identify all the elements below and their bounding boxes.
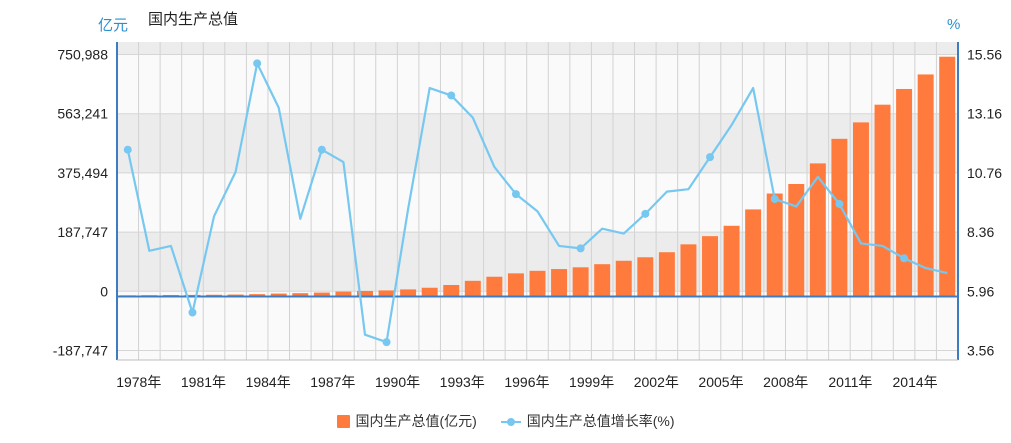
bar-1984 xyxy=(249,294,266,297)
bar-2002 xyxy=(637,257,654,297)
bar-2015 xyxy=(917,74,934,297)
growth-line xyxy=(126,62,948,344)
bar-2007 xyxy=(745,209,762,297)
x-tick-label: 1984年 xyxy=(246,374,291,390)
right-tick-label: 3.56 xyxy=(967,343,994,359)
bar-1993 xyxy=(443,285,460,297)
legend-item-growth[interactable]: 国内生产总值增长率(%) xyxy=(500,411,675,431)
x-tick-label: 1990年 xyxy=(375,374,420,390)
x-tick-label: 2011年 xyxy=(828,374,872,390)
x-tick-label: 1993年 xyxy=(440,374,485,390)
growth-point-2002 xyxy=(641,209,650,218)
x-tick-label: 2005年 xyxy=(698,374,743,390)
x-tick-label: 2002年 xyxy=(634,374,679,390)
bar-1994 xyxy=(464,280,481,297)
bar-1986 xyxy=(292,293,309,297)
growth-point-1978 xyxy=(123,145,132,154)
bar-2004 xyxy=(680,244,697,297)
bar-2016 xyxy=(939,56,956,297)
bar-1989 xyxy=(357,290,373,297)
growth-point-1987 xyxy=(317,145,326,154)
plot-band xyxy=(117,291,958,360)
left-tick-label: 563,241 xyxy=(57,106,108,122)
x-tick-label: 1981年 xyxy=(181,374,226,390)
growth-point-2005 xyxy=(706,153,715,162)
x-tick-label: 2014年 xyxy=(893,374,938,390)
growth-point-1990 xyxy=(382,338,391,347)
x-tick-label: 2008年 xyxy=(763,374,808,390)
bar-2003 xyxy=(658,252,675,297)
right-tick-label: 13.16 xyxy=(967,106,1002,122)
legend-swatch-bar xyxy=(336,414,350,428)
left-tick-label: 187,747 xyxy=(57,224,108,240)
bar-2009 xyxy=(788,184,805,297)
x-tick-label: 1999年 xyxy=(569,374,614,390)
legend-swatch-line xyxy=(500,415,521,428)
x-tick-label: 1996年 xyxy=(504,374,549,390)
growth-point-1999 xyxy=(576,244,585,253)
growth-point-1981 xyxy=(188,308,197,317)
chart-title: 国内生产总值 xyxy=(148,11,239,28)
bar-2013 xyxy=(874,104,891,297)
bar-2000 xyxy=(594,264,611,297)
bar-1985 xyxy=(270,293,287,297)
bar-2011 xyxy=(831,138,848,297)
x-tick-label: 1978年 xyxy=(116,374,161,390)
chart-legend: 国内生产总值(亿元) 国内生产总值增长率(%) xyxy=(0,411,1011,431)
legend-label-growth: 国内生产总值增长率(%) xyxy=(526,413,675,429)
bar-2005 xyxy=(702,236,718,297)
left-tick-label: 375,494 xyxy=(57,165,108,181)
bar-1990 xyxy=(378,290,395,297)
bar-2006 xyxy=(723,225,740,297)
growth-point-2008 xyxy=(770,195,779,204)
bar-1991 xyxy=(400,289,417,297)
left-tick-label: 750,988 xyxy=(57,47,108,63)
right-tick-label: 10.76 xyxy=(967,165,1002,181)
growth-point-2014 xyxy=(900,254,909,263)
bar-2014 xyxy=(896,88,913,297)
bar-1995 xyxy=(486,276,503,297)
bar-2012 xyxy=(852,122,869,297)
left-axis-unit: 亿元 xyxy=(98,17,129,34)
bar-2010 xyxy=(809,163,826,297)
bar-1999 xyxy=(572,267,589,297)
bar-2001 xyxy=(615,260,632,297)
left-tick-label: 0 xyxy=(100,283,108,299)
growth-point-1984 xyxy=(253,59,262,68)
growth-point-1993 xyxy=(447,91,456,100)
plot-band xyxy=(117,42,958,55)
bar-1987 xyxy=(313,292,330,297)
right-axis-unit: % xyxy=(947,16,961,33)
bar-1988 xyxy=(335,291,352,297)
right-tick-label: 5.96 xyxy=(967,283,994,299)
legend-item-gdp[interactable]: 国内生产总值(亿元) xyxy=(336,411,477,431)
bar-1997 xyxy=(529,270,546,297)
left-tick-label: -187,747 xyxy=(53,343,108,359)
legend-label-gdp: 国内生产总值(亿元) xyxy=(355,413,477,429)
plot-band xyxy=(117,54,958,114)
growth-point-1996 xyxy=(511,190,520,199)
right-tick-label: 8.36 xyxy=(967,224,994,240)
plot-band xyxy=(117,113,958,173)
growth-point-2011 xyxy=(835,199,844,208)
bar-1998 xyxy=(551,269,568,297)
bar-1992 xyxy=(421,287,438,297)
x-tick-label: 1987年 xyxy=(310,374,355,390)
bar-1996 xyxy=(507,273,524,297)
bar-2008 xyxy=(766,193,783,297)
right-tick-label: 15.56 xyxy=(967,47,1002,63)
